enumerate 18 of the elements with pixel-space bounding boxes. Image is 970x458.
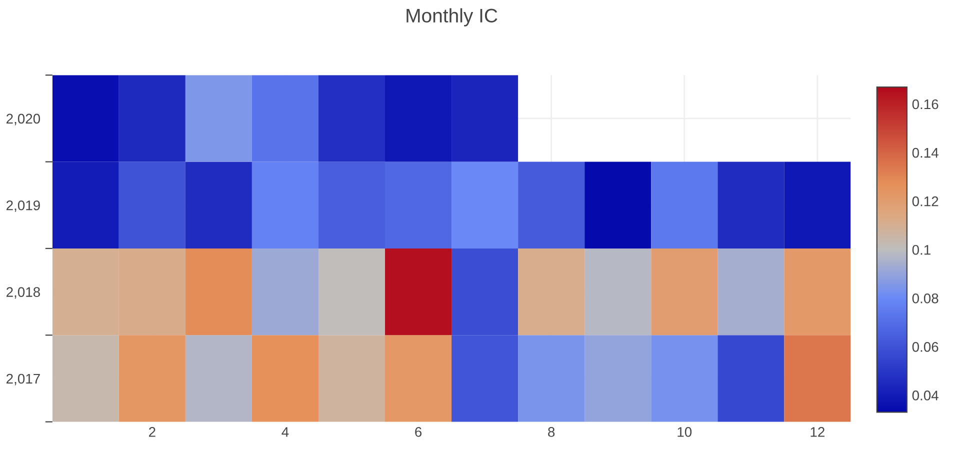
y-tick-label: 2,020 — [6, 114, 40, 126]
chart-title: Monthly IC — [406, 8, 498, 26]
y-tick-label: 2,019 — [6, 200, 40, 212]
y-tick-label: 2,017 — [6, 374, 40, 386]
color-bar-label: 0.06 — [912, 342, 938, 352]
color-bar-label: 0.04 — [912, 390, 938, 400]
x-tick-label: 10 — [678, 427, 692, 437]
x-tick-label: 2 — [149, 427, 156, 437]
color-bar-label: 0.12 — [912, 196, 938, 206]
color-bar-label: 0.14 — [912, 148, 938, 158]
color-bar-label: 0.1 — [912, 244, 930, 255]
y-tick-label: 2,018 — [6, 287, 40, 299]
x-tick-label: 8 — [548, 427, 555, 437]
x-tick-label: 12 — [810, 427, 824, 437]
x-tick-label: 6 — [415, 427, 422, 437]
color-bar-label: 0.08 — [912, 293, 938, 304]
x-tick-label: 4 — [282, 427, 289, 437]
color-bar-label: 0.16 — [912, 99, 938, 110]
